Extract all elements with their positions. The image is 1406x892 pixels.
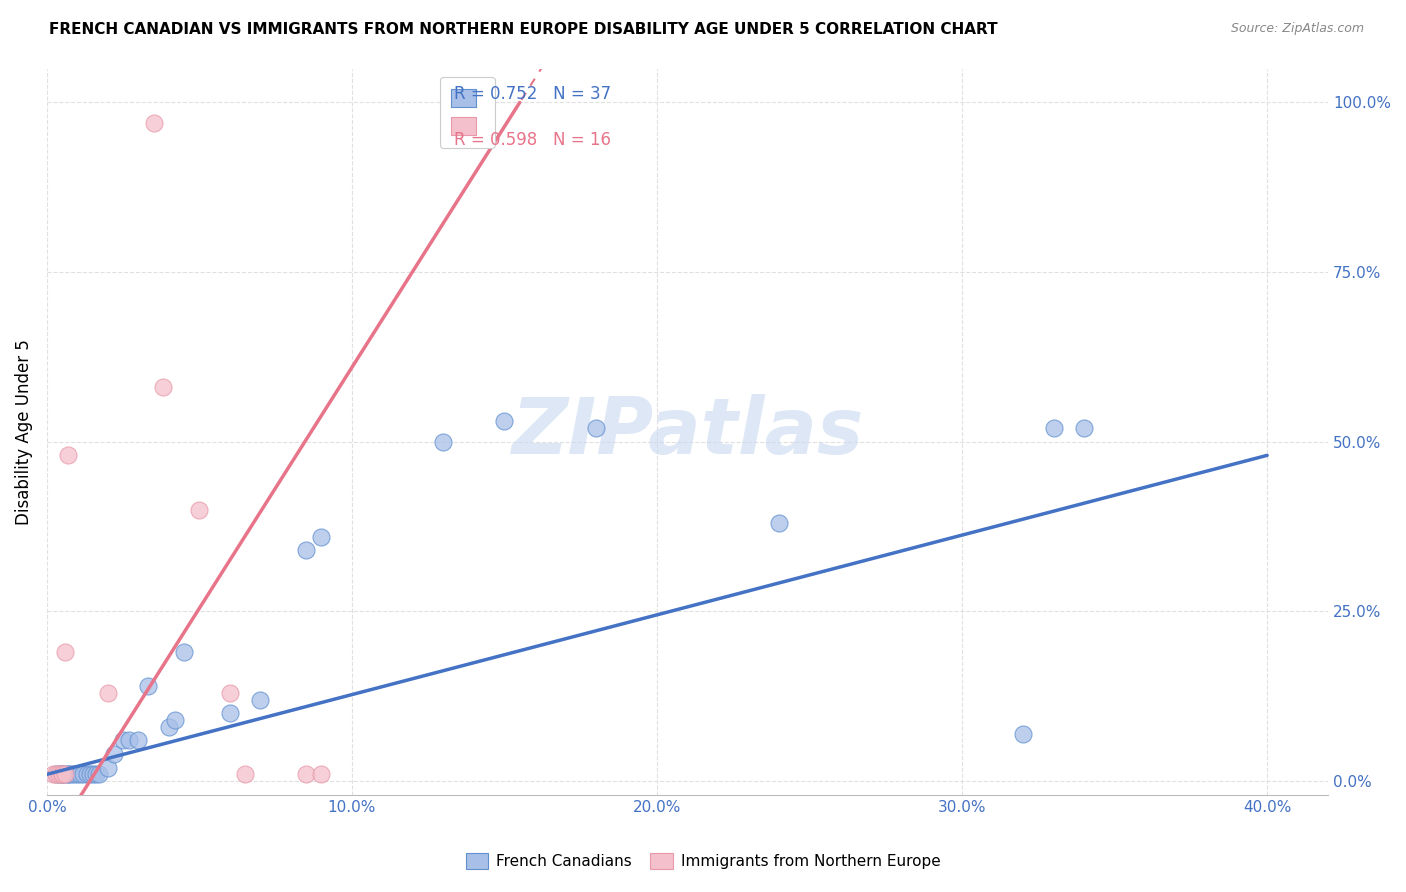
Point bbox=[219, 686, 242, 700]
Point bbox=[494, 414, 516, 428]
Point bbox=[79, 767, 101, 781]
Point bbox=[42, 767, 65, 781]
Text: FRENCH CANADIAN VS IMMIGRANTS FROM NORTHERN EUROPE DISABILITY AGE UNDER 5 CORREL: FRENCH CANADIAN VS IMMIGRANTS FROM NORTH… bbox=[49, 22, 998, 37]
Point bbox=[58, 767, 80, 781]
Point bbox=[58, 448, 80, 462]
Point bbox=[163, 713, 186, 727]
Legend: French Canadians, Immigrants from Northern Europe: French Canadians, Immigrants from Northe… bbox=[460, 847, 946, 875]
Point bbox=[585, 421, 607, 435]
Point bbox=[136, 679, 159, 693]
Point bbox=[45, 767, 67, 781]
Point bbox=[84, 767, 107, 781]
Point bbox=[768, 516, 790, 531]
Point bbox=[51, 767, 73, 781]
Point bbox=[1042, 421, 1064, 435]
Point bbox=[63, 767, 86, 781]
Point bbox=[76, 767, 98, 781]
Point bbox=[51, 767, 73, 781]
Point bbox=[112, 733, 135, 747]
Text: ZIPatlas: ZIPatlas bbox=[512, 393, 863, 469]
Point bbox=[157, 720, 180, 734]
Point bbox=[51, 767, 73, 781]
Point bbox=[219, 706, 242, 721]
Point bbox=[118, 733, 141, 747]
Point bbox=[69, 767, 91, 781]
Point bbox=[48, 767, 70, 781]
Point bbox=[87, 767, 110, 781]
Point bbox=[66, 767, 89, 781]
Point bbox=[142, 116, 165, 130]
Point bbox=[58, 767, 80, 781]
Y-axis label: Disability Age Under 5: Disability Age Under 5 bbox=[15, 339, 32, 524]
Point bbox=[97, 686, 120, 700]
Point bbox=[311, 767, 333, 781]
Point bbox=[233, 767, 256, 781]
Text: R = 0.752   N = 37: R = 0.752 N = 37 bbox=[454, 85, 612, 103]
Text: Source: ZipAtlas.com: Source: ZipAtlas.com bbox=[1230, 22, 1364, 36]
Point bbox=[53, 645, 76, 659]
Point bbox=[1073, 421, 1095, 435]
Point bbox=[53, 767, 76, 781]
Point bbox=[53, 767, 76, 781]
Point bbox=[127, 733, 149, 747]
Point bbox=[295, 543, 318, 558]
Point bbox=[51, 767, 73, 781]
Point bbox=[97, 760, 120, 774]
Text: R = 0.598   N = 16: R = 0.598 N = 16 bbox=[454, 131, 612, 149]
Point bbox=[152, 380, 174, 394]
Point bbox=[60, 767, 83, 781]
Point bbox=[45, 767, 67, 781]
Point bbox=[173, 645, 195, 659]
Point bbox=[188, 502, 211, 516]
Point bbox=[249, 692, 271, 706]
Point bbox=[311, 530, 333, 544]
Point bbox=[103, 747, 125, 761]
Point bbox=[48, 767, 70, 781]
Point bbox=[1012, 726, 1035, 740]
Point bbox=[82, 767, 104, 781]
Legend: , : , bbox=[440, 77, 495, 147]
Point bbox=[432, 434, 454, 449]
Point bbox=[72, 767, 94, 781]
Point bbox=[295, 767, 318, 781]
